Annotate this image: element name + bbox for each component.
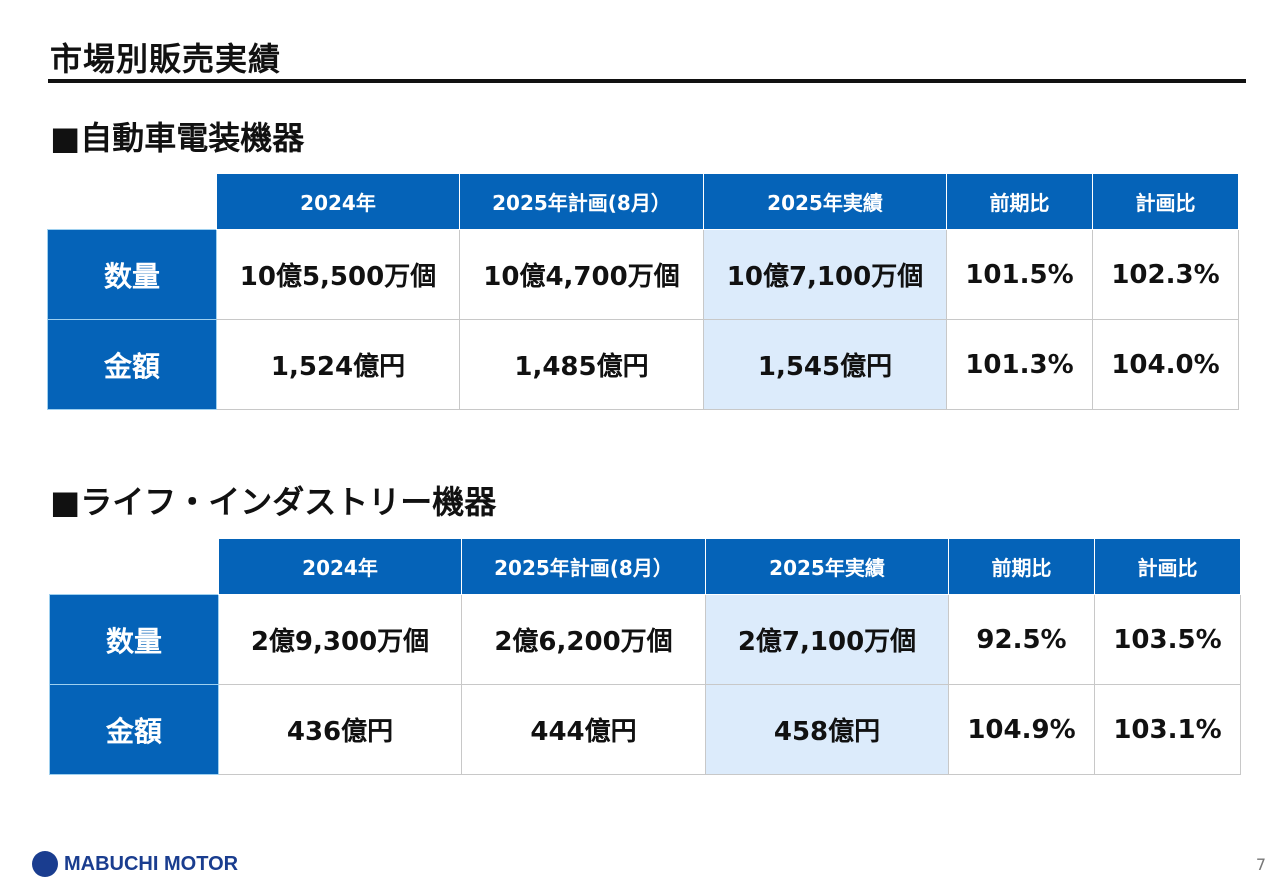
table-row: 数量 2億9,300万個 2億6,200万個 2億7,100万個 92.5% 103.5% [49, 594, 1241, 685]
corner-cell [47, 173, 217, 230]
table-cell: 103.5% [1094, 594, 1241, 685]
table-cell: 104.0% [1092, 319, 1239, 410]
column-header: 2025年実績 [703, 173, 947, 230]
table-cell: 101.5% [946, 229, 1093, 320]
table-cell: 2億6,200万個 [461, 594, 706, 685]
logo-mark-icon [32, 851, 58, 877]
table-cell: 1,524億円 [216, 319, 460, 410]
column-header: 2025年計画(8月） [461, 538, 706, 595]
table-cell: 101.3% [946, 319, 1093, 410]
table-cell: 103.1% [1094, 684, 1241, 775]
row-label: 金額 [47, 319, 217, 410]
column-header: 計画比 [1092, 173, 1239, 230]
table-cell: 10億7,100万個 [703, 229, 947, 320]
table-row: 金額 1,524億円 1,485億円 1,545億円 101.3% 104.0% [47, 319, 1239, 410]
sales-table-life-industry: 2024年 2025年計画(8月） 2025年実績 前期比 計画比 数量 2億9,300万個… [49, 538, 1241, 775]
column-header: 2024年 [216, 173, 460, 230]
column-header: 2025年計画(8月） [459, 173, 704, 230]
table-row: 金額 436億円 444億円 458億円 104.9% 103.1% [49, 684, 1241, 775]
table-row: 数量 10億5,500万個 10億4,700万個 10億7,100万個 101.5% 10… [47, 229, 1239, 320]
section-heading: ■ライフ・インダストリー機器 [50, 483, 497, 521]
corner-cell [49, 538, 219, 595]
column-header: 前期比 [948, 538, 1095, 595]
sales-table-automotive: 2024年 2025年計画(8月） 2025年実績 前期比 計画比 数量 10億5,500万… [47, 173, 1239, 410]
table-cell: 1,485億円 [459, 319, 704, 410]
table-cell: 102.3% [1092, 229, 1239, 320]
row-label: 金額 [49, 684, 219, 775]
table-cell: 1,545億円 [703, 319, 947, 410]
table-cell: 444億円 [461, 684, 706, 775]
table-cell: 2億7,100万個 [705, 594, 949, 685]
column-header: 2024年 [218, 538, 462, 595]
table-cell: 104.9% [948, 684, 1095, 775]
table-cell: 10億4,700万個 [459, 229, 704, 320]
header-row: 2024年 2025年計画(8月） 2025年実績 前期比 計画比 [47, 173, 1239, 230]
row-label: 数量 [47, 229, 217, 320]
column-header: 前期比 [946, 173, 1093, 230]
title-divider [48, 79, 1246, 83]
column-header: 2025年実績 [705, 538, 949, 595]
table-cell: 2億9,300万個 [218, 594, 462, 685]
page-number: 7 [1255, 855, 1266, 874]
table-cell: 436億円 [218, 684, 462, 775]
header-row: 2024年 2025年計画(8月） 2025年実績 前期比 計画比 [49, 538, 1241, 595]
company-logo: MABUCHI MOTOR [32, 851, 238, 877]
row-label: 数量 [49, 594, 219, 685]
column-header: 計画比 [1094, 538, 1241, 595]
table-cell: 10億5,500万個 [216, 229, 460, 320]
table-cell: 458億円 [705, 684, 949, 775]
section-heading: ■自動車電装機器 [50, 119, 305, 157]
table-cell: 92.5% [948, 594, 1095, 685]
logo-text: MABUCHI MOTOR [64, 852, 239, 875]
page-title: 市場別販売実績 [50, 40, 282, 78]
